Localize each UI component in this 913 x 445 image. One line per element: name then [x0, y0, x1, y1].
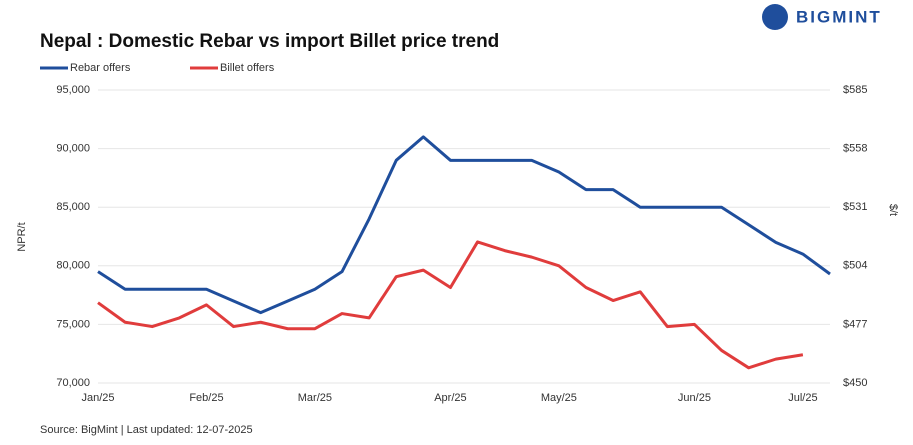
logo: BIGMINT [762, 4, 882, 30]
legend-label: Rebar offers [70, 62, 131, 74]
brand: BIGMINT [796, 7, 882, 26]
y2-axis-label: $/t [887, 204, 899, 216]
y-tick-label: 85,000 [56, 201, 90, 213]
chart-title: Nepal : Domestic Rebar vs import Billet … [40, 31, 499, 52]
y2-tick-label: $450 [843, 377, 867, 389]
y2-tick-label: $477 [843, 318, 867, 330]
series-line [97, 135, 831, 315]
y2-tick-label: $558 [843, 143, 867, 155]
legend-label: Billet offers [220, 62, 275, 74]
x-tick-label: May/25 [541, 392, 577, 404]
logo-icon [762, 4, 788, 30]
y-axis-label: NPR/t [16, 222, 28, 251]
x-tick-label: Apr/25 [434, 392, 466, 404]
series-line [97, 240, 804, 370]
x-tick-label: Feb/25 [189, 392, 223, 404]
y-tick-label: 90,000 [56, 143, 90, 155]
source: Source: BigMint | Last updated: 12-07-20… [40, 424, 253, 436]
x-tick-label: Jan/25 [81, 392, 114, 404]
y-tick-label: 80,000 [56, 260, 90, 272]
y2-tick-label: $585 [843, 84, 867, 96]
y-tick-label: 70,000 [56, 377, 90, 389]
y2-tick-label: $531 [843, 201, 867, 213]
x-tick-label: Mar/25 [298, 392, 332, 404]
y-tick-label: 75,000 [56, 318, 90, 330]
y2-tick-label: $504 [843, 260, 867, 272]
x-tick-label: Jul/25 [788, 392, 817, 404]
x-tick-label: Jun/25 [678, 392, 711, 404]
y-tick-label: 95,000 [56, 84, 90, 96]
